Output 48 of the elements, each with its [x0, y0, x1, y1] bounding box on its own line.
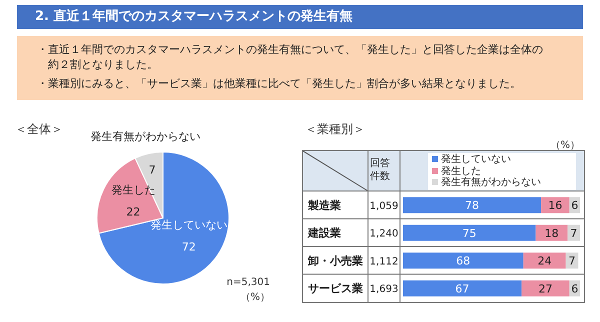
data-label: 22 [126, 206, 140, 219]
bar [536, 224, 568, 241]
data-label: 78 [465, 199, 480, 212]
bar [403, 280, 522, 296]
data-label: 7 [570, 226, 578, 240]
y-tick-label: 製造業 [307, 198, 341, 212]
text: 1,112 [370, 256, 398, 268]
text: ・直近１年間でのカスタマーハラスメントの発生有無について、「発生した」と回答した企業は全体の約２割となりました。 [37, 42, 544, 72]
bar [523, 252, 566, 269]
data-label: 68 [456, 254, 470, 268]
data-label: 6 [571, 282, 578, 296]
data-label: 67 [455, 282, 470, 296]
text: 1,693 [370, 284, 398, 296]
data-label: 18 [544, 226, 559, 240]
data-label: 24 [538, 254, 552, 268]
bar [568, 224, 580, 241]
bar [403, 197, 542, 214]
data-label: 27 [538, 282, 552, 296]
pie-slice [98, 152, 230, 284]
legend-label: 発生有無がわからない [440, 177, 542, 188]
text: ・業種別にみると、「サービス業」は他業種に比べて「発生した」割合が多い結果となりました。 [37, 76, 522, 91]
slice-label: 発生有無がわからない [90, 130, 201, 143]
bar [541, 197, 570, 214]
slice-label: 発生していない [150, 218, 228, 232]
data-label: 16 [548, 199, 562, 212]
bar [403, 224, 536, 241]
data-label: 7 [568, 254, 576, 268]
legend-label: 発生していない [440, 154, 512, 166]
data-label: 6 [571, 199, 578, 212]
text: （%） [240, 291, 270, 304]
text: 1,240 [370, 228, 398, 240]
data-label: 72 [182, 240, 196, 254]
bar [403, 252, 524, 269]
text: 1,059 [370, 200, 398, 212]
y-tick-label: 建設業 [307, 226, 341, 240]
text: n=5,301 [226, 277, 270, 288]
slice-label: 発生した [111, 184, 156, 197]
bar [522, 280, 570, 296]
y-tick-label: サービス業 [308, 282, 363, 296]
chart-title: ＜全体＞ [15, 121, 63, 138]
data-label: 75 [462, 226, 476, 240]
data-label: 7 [148, 164, 156, 177]
legend-label: 発生した [440, 166, 482, 176]
text: 2. 直近１年間でのカスタマーハラスメントの発生有無 [17, 5, 583, 29]
text: （%） [550, 139, 580, 152]
y-tick-label: 卸・小売業 [307, 254, 363, 268]
chart-title: ＜業種別＞ [305, 121, 365, 138]
text: 回答件数 [370, 157, 391, 183]
